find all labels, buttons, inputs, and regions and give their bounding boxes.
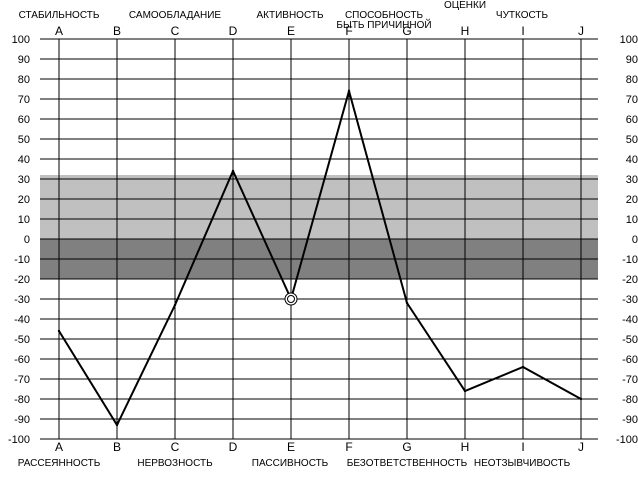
y-tick-label-left: -100: [8, 434, 30, 446]
data-point-B: [115, 423, 119, 427]
y-tick-label-left: 30: [18, 174, 30, 186]
top-trait-label: ОЦЕНКИ: [444, 0, 486, 11]
marker-E: [284, 292, 298, 306]
y-tick-label-right: 40: [626, 154, 638, 166]
y-tick-label-right: 20: [626, 194, 638, 206]
y-tick-label-left: -50: [14, 334, 30, 346]
y-tick-labels: -100 -100-90 -90-80 -80-70 -70-60 -60-50 -50-4…: [8, 34, 638, 446]
y-tick-label-right: -80: [622, 394, 638, 406]
x-tick-label-bottom-C: C: [171, 440, 180, 454]
trait-labels: СТАБИЛЬНОСТЬ САМООБЛАДАНИЕ АКТИВНОСТЬ СПОСО…: [18, 0, 571, 469]
y-tick-label-right: -90: [622, 414, 638, 426]
bottom-trait-label: РАССЕЯННОСТЬ: [18, 458, 101, 469]
x-tick-label-top-F: F: [345, 24, 352, 38]
top-trait-label: ЧУТКОСТЬ: [496, 10, 549, 21]
series: [57, 87, 583, 428]
bottom-trait-label: НЕРВОЗНОСТЬ: [137, 458, 213, 469]
x-tick-label-bottom-A: A: [55, 440, 63, 454]
bands: [40, 175, 598, 279]
x-tick-label-bottom-F: F: [345, 440, 352, 454]
y-tick-label-right: -100: [616, 434, 638, 446]
y-tick-label-left: -10: [14, 254, 30, 266]
y-tick-label-right: -20: [622, 274, 638, 286]
top-trait-label: АКТИВНОСТЬ: [256, 10, 323, 21]
x-tick-label-bottom-I: I: [521, 440, 524, 454]
x-tick-label-top-A: A: [55, 24, 63, 38]
data-point-J: [579, 397, 583, 401]
data-point-A: [57, 329, 61, 333]
x-tick-label-top-C: C: [171, 24, 180, 38]
x-tick-label-bottom-B: B: [113, 440, 121, 454]
data-point-I: [521, 365, 525, 369]
series-line: [58, 87, 582, 428]
y-tick-label-right: 70: [626, 94, 638, 106]
x-tick-label-bottom-E: E: [287, 440, 295, 454]
y-tick-label-left: 10: [18, 214, 30, 226]
y-tick-label-right: -50: [622, 334, 638, 346]
x-tick-label-top-H: H: [461, 24, 470, 38]
y-tick-label-right: 50: [626, 134, 638, 146]
top-trait-label: БЫТЬ ПРИЧИННОЙ: [336, 18, 431, 31]
top-trait-label: СТАБИЛЬНОСТЬ: [19, 10, 100, 21]
y-tick-label-right: -30: [622, 294, 638, 306]
x-tick-label-top-D: D: [229, 24, 238, 38]
y-tick-label-right: -60: [622, 354, 638, 366]
y-tick-label-left: 40: [18, 154, 30, 166]
y-tick-label-right: 60: [626, 114, 638, 126]
y-tick-label-left: 90: [18, 54, 30, 66]
x-tick-labels: A A B B C C D D E E F F G G H H I I J J: [55, 24, 584, 454]
y-tick-label-right: -70: [622, 374, 638, 386]
bottom-trait-label: НЕОТЗЫВЧИВОСТЬ: [474, 458, 571, 469]
y-tick-label-left: -20: [14, 274, 30, 286]
y-tick-label-left: 100: [12, 34, 30, 46]
y-tick-label-left: 80: [18, 74, 30, 86]
y-tick-label-right: 10: [626, 214, 638, 226]
data-point-G: [405, 301, 409, 305]
x-tick-label-top-I: I: [521, 24, 524, 38]
top-trait-label: САМООБЛАДАНИЕ: [129, 10, 222, 21]
y-tick-label-right: 80: [626, 74, 638, 86]
data-point-H: [463, 389, 467, 393]
x-tick-label-bottom-J: J: [578, 440, 584, 454]
y-tick-label-left: -90: [14, 414, 30, 426]
y-tick-label-right: -40: [622, 314, 638, 326]
y-tick-label-left: -80: [14, 394, 30, 406]
x-tick-label-top-E: E: [287, 24, 295, 38]
y-tick-label-left: 60: [18, 114, 30, 126]
y-tick-label-right: 0: [632, 234, 638, 246]
top-trait-label: СПОСОБНОСТЬ: [345, 10, 424, 21]
grid: [40, 38, 598, 440]
data-point-F: [347, 89, 351, 93]
data-point-C: [173, 303, 177, 307]
y-tick-label-right: -10: [622, 254, 638, 266]
marker-ring-inner: [287, 295, 295, 303]
x-tick-label-bottom-H: H: [461, 440, 470, 454]
y-tick-label-right: 90: [626, 54, 638, 66]
bottom-trait-label: ПАССИВНОСТЬ: [252, 458, 329, 469]
band-0: [40, 175, 598, 239]
marker-ring-outer: [284, 292, 298, 306]
data-point-D: [231, 169, 235, 173]
x-tick-label-top-B: B: [113, 24, 121, 38]
bottom-trait-label: БЕЗОТВЕТСТВЕННОСТЬ: [347, 458, 468, 469]
x-tick-label-bottom-G: G: [402, 440, 411, 454]
y-tick-label-left: 0: [24, 234, 30, 246]
y-tick-label-left: -40: [14, 314, 30, 326]
y-tick-label-left: 20: [18, 194, 30, 206]
x-tick-label-top-G: G: [402, 24, 411, 38]
x-tick-label-top-J: J: [578, 24, 584, 38]
y-tick-label-left: -30: [14, 294, 30, 306]
y-tick-label-left: -70: [14, 374, 30, 386]
y-tick-label-right: 30: [626, 174, 638, 186]
y-tick-label-left: 50: [18, 134, 30, 146]
y-tick-label-left: 70: [18, 94, 30, 106]
y-tick-label-left: -60: [14, 354, 30, 366]
y-tick-label-right: 100: [620, 34, 638, 46]
x-tick-label-bottom-D: D: [229, 440, 238, 454]
